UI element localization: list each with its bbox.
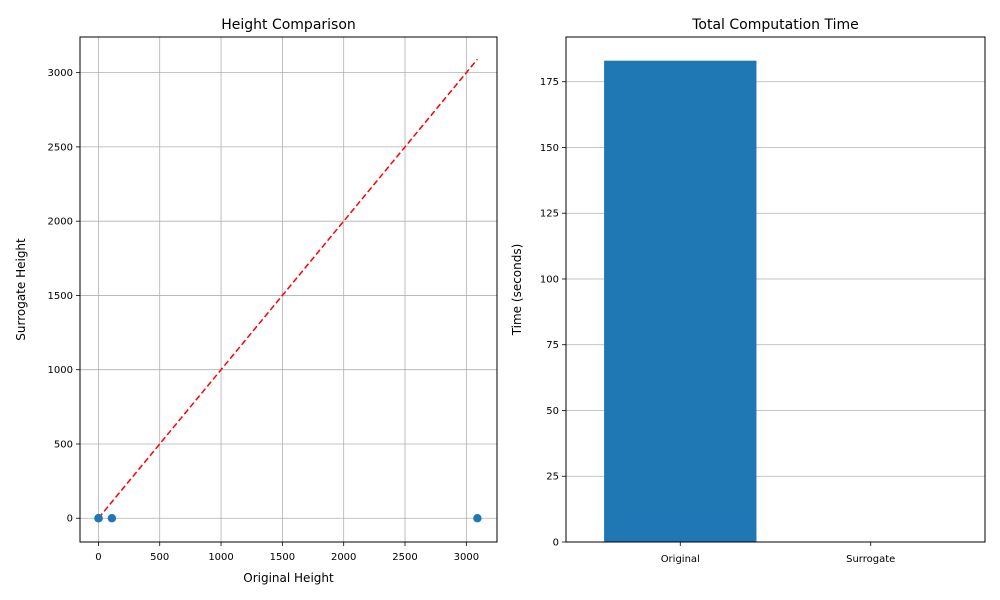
bar-panel: Original Surrogate 0 25 50 75 100 125 150 175 To… xyxy=(510,17,986,565)
scatter-y-tick-label: 2500 xyxy=(48,142,73,153)
scatter-panel: 0 500 1000 1500 2000 2500 3000 0 500 1000 1500 200… xyxy=(14,17,498,585)
scatter-y-axis-label: Surrogate Height xyxy=(14,238,28,341)
bar-y-tick-label: 75 xyxy=(546,340,559,351)
scatter-x-tick-label: 1000 xyxy=(208,552,233,563)
bar-bars xyxy=(604,60,757,542)
scatter-y-tick-label: 500 xyxy=(54,439,73,450)
scatter-x-axis-label: Original Height xyxy=(243,571,334,585)
bar-y-tick-label: 25 xyxy=(546,472,559,483)
bar-y-ticks: 0 25 50 75 100 125 150 175 xyxy=(540,77,566,549)
scatter-title: Height Comparison xyxy=(221,17,356,33)
bar-x-tick-label: Original xyxy=(661,554,700,565)
scatter-points xyxy=(94,514,482,523)
scatter-x-tick-label: 0 xyxy=(95,552,101,563)
scatter-y-tick-label: 1500 xyxy=(48,291,73,302)
scatter-y-tick-label: 3000 xyxy=(48,68,73,79)
reference-line-group xyxy=(97,58,478,519)
bar-x-tick-label: Surrogate xyxy=(846,554,895,565)
bar-y-tick-label: 175 xyxy=(540,77,559,88)
bar-axes-frame xyxy=(565,36,986,543)
bar-x-ticks: Original Surrogate xyxy=(661,542,895,565)
scatter-x-tick-label: 500 xyxy=(150,552,169,563)
scatter-x-tick-label: 3000 xyxy=(454,552,479,563)
bar-y-tick-label: 100 xyxy=(540,274,559,285)
bar-title: Total Computation Time xyxy=(691,17,858,33)
reference-line xyxy=(97,58,478,519)
scatter-y-tick-label: 2000 xyxy=(48,217,73,228)
scatter-y-tick-label: 1000 xyxy=(48,365,73,376)
scatter-grid xyxy=(80,37,497,542)
scatter-x-ticks: 0 500 1000 1500 2000 2500 3000 xyxy=(95,542,479,563)
bar-y-tick-label: 150 xyxy=(540,143,559,154)
scatter-y-tick-label: 0 xyxy=(67,514,73,525)
bar-original xyxy=(604,60,757,542)
scatter-point xyxy=(94,514,103,523)
bar-y-axis-label: Time (seconds) xyxy=(510,244,524,337)
scatter-x-tick-label: 1500 xyxy=(270,552,295,563)
scatter-y-ticks: 0 500 1000 1500 2000 2500 3000 xyxy=(48,68,80,525)
scatter-point xyxy=(107,514,117,523)
bar-y-tick-label: 0 xyxy=(553,538,559,549)
scatter-x-tick-label: 2500 xyxy=(392,552,417,563)
bar-y-tick-label: 50 xyxy=(546,406,559,417)
bar-y-tick-label: 125 xyxy=(540,209,559,220)
scatter-x-tick-label: 2000 xyxy=(331,552,356,563)
scatter-point xyxy=(473,514,482,523)
scatter-axes-frame xyxy=(79,36,498,543)
